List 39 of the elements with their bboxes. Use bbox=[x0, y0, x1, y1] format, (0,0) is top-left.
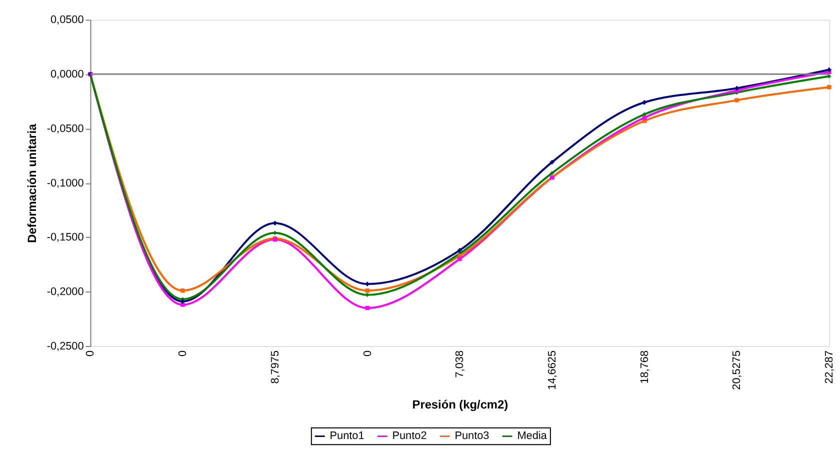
point bbox=[826, 85, 832, 90]
point bbox=[826, 68, 832, 72]
x-tick-label: 14,6625 bbox=[546, 350, 558, 390]
point bbox=[550, 160, 554, 164]
point bbox=[272, 220, 278, 226]
point bbox=[365, 282, 370, 286]
point bbox=[180, 299, 185, 304]
legend-label: Punto3 bbox=[454, 430, 490, 442]
x-tick-label: 22,287 bbox=[824, 350, 836, 384]
y-axis-title: Deformación unitaria bbox=[24, 124, 39, 243]
x-tick-label: 18,768 bbox=[638, 350, 651, 384]
x-tick-label: 20,5275 bbox=[731, 350, 744, 390]
point bbox=[458, 248, 462, 252]
y-tick-label: -0,0500 bbox=[46, 122, 84, 135]
y-tick-label: -0,2500 bbox=[46, 340, 84, 352]
y-tick-label: -0,2000 bbox=[46, 286, 84, 298]
y-tick-label: -0,1500 bbox=[46, 232, 84, 244]
x-tick-label: 0 bbox=[177, 350, 190, 357]
x-tick-label: 0 bbox=[84, 350, 97, 357]
point bbox=[180, 288, 185, 293]
point bbox=[365, 292, 370, 297]
legend-label: Punto2 bbox=[392, 430, 427, 442]
legend-label: Media bbox=[517, 430, 548, 442]
x-tick-label: 7,038 bbox=[454, 350, 466, 378]
y-tick-label: -0,1000 bbox=[46, 177, 84, 190]
point bbox=[642, 116, 646, 120]
point bbox=[734, 98, 739, 102]
point bbox=[734, 86, 739, 90]
x-tick-label: 0 bbox=[362, 350, 374, 357]
point bbox=[180, 302, 185, 307]
point bbox=[458, 256, 462, 262]
point bbox=[365, 288, 370, 293]
x-tick-label: 8,7975 bbox=[269, 350, 282, 384]
point bbox=[550, 170, 554, 176]
y-tick-label: 0,0500 bbox=[50, 14, 84, 26]
legend-label: Punto1 bbox=[330, 430, 364, 442]
x-axis-title: Presión (kg/cm2) bbox=[412, 398, 508, 412]
y-tick-label: 0,0000 bbox=[50, 68, 84, 81]
point bbox=[365, 306, 370, 310]
